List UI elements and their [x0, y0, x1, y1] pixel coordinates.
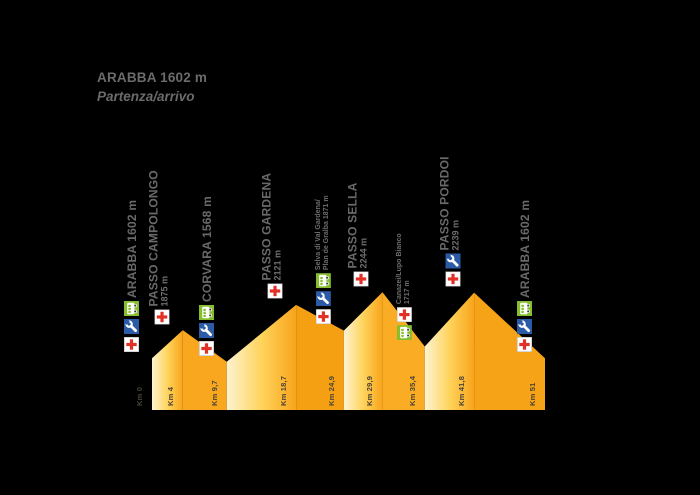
red-cross-icon: [396, 307, 412, 323]
red-cross-icon: [198, 340, 214, 356]
km-marker-label: Km 24,9: [326, 375, 336, 406]
route-point-label-row: PASSO GARDENA 2121 m: [259, 173, 284, 299]
route-point-altitude: 2239 m: [450, 220, 461, 251]
profile-segment: [474, 292, 545, 410]
red-cross-icon: [354, 271, 370, 287]
route-point-text: Canazei/Lupo Bianco 1717 m: [396, 234, 412, 305]
bus-icon: [124, 301, 139, 317]
route-point-name: PASSO PORDOI: [437, 156, 452, 251]
profile-segment: [152, 330, 183, 410]
red-cross-icon: [517, 337, 532, 353]
red-cross-icon: [268, 283, 284, 299]
route-point-name: ARABBA 1602 m: [125, 200, 140, 299]
wrench-icon: [517, 319, 532, 335]
route-point-label-row: Selva di Val Gardena/Plan de Gralba 1871…: [315, 196, 331, 325]
km-marker-label: Km 41,8: [457, 375, 467, 406]
route-point-name: Selva di Val Gardena/: [314, 199, 322, 271]
route-point-label-row: Canazei/Lupo Bianco 1717 m: [396, 234, 412, 341]
route-point-label-row: ARABBA 1602 m: [517, 200, 533, 353]
route-point-name: PASSO CAMPOLONGO: [146, 169, 161, 307]
route-point-label-row: ARABBA 1602 m: [124, 200, 140, 353]
bus-icon: [315, 273, 331, 289]
profile-segment: [382, 292, 425, 410]
route-point-name: PASSO GARDENA: [259, 173, 274, 281]
route-point-text: ARABBA 1602 m: [518, 200, 533, 299]
wrench-icon: [315, 291, 331, 307]
route-subtitle: Partenza/arrivo: [97, 88, 195, 104]
bus-icon: [517, 301, 532, 317]
route-point-label-row: PASSO SELLA 2244 m: [346, 182, 370, 287]
profile-segment: [424, 292, 475, 410]
route-point-altitude: 1717 m: [403, 280, 411, 305]
route-point-altitude: 2244 m: [358, 237, 369, 269]
route-point-text: PASSO CAMPOLONGO 1875 m: [146, 169, 169, 307]
route-point-text: ARABBA 1602 m: [125, 200, 140, 299]
wrench-icon: [124, 319, 139, 335]
km-marker-label: Km 0: [135, 386, 144, 406]
route-point-label-row: PASSO CAMPOLONGO 1875 m: [146, 169, 170, 325]
profile-segment: [182, 330, 227, 410]
km-marker-label: Km 18,7: [279, 375, 289, 406]
route-point-text: PASSO SELLA 2244 m: [346, 182, 369, 269]
profile-segment: [343, 292, 383, 410]
route-point-text: Selva di Val Gardena/Plan de Gralba 1871…: [315, 196, 331, 271]
route-point-altitude: Plan de Gralba 1871 m: [322, 195, 330, 271]
km-marker-label: Km 29,9: [365, 375, 375, 406]
wrench-icon: [446, 253, 462, 269]
red-cross-icon: [124, 337, 139, 353]
route-point-label-row: PASSO PORDOI 2239 m: [437, 156, 462, 287]
km-marker-label: Km 51: [528, 382, 537, 406]
wrench-icon: [198, 322, 214, 338]
red-cross-icon: [446, 271, 462, 287]
bus-icon: [198, 304, 214, 320]
route-point-text: CORVARA 1568 m: [200, 195, 215, 302]
route-point-name: Canazei/Lupo Bianco: [395, 233, 403, 305]
profile-segment: [226, 304, 297, 410]
bus-icon: [396, 325, 412, 341]
km-marker-label: Km 9,7: [209, 380, 219, 406]
route-point-altitude: 2121 m: [272, 250, 283, 281]
route-point-text: PASSO GARDENA 2121 m: [259, 173, 283, 281]
route-point-text: PASSO PORDOI 2239 m: [437, 156, 461, 251]
km-marker-label: Km 35,4: [407, 375, 417, 406]
route-point-name: CORVARA 1568 m: [200, 195, 215, 302]
km-marker-label: Km 4: [165, 386, 175, 406]
route-point-altitude: 1875 m: [158, 275, 169, 307]
route-point-label-row: CORVARA 1568 m: [198, 195, 215, 356]
chart-title-block: ARABBA 1602 m Partenza/arrivo: [97, 70, 207, 104]
red-cross-icon: [154, 309, 170, 325]
route-point-name: ARABBA 1602 m: [518, 200, 533, 299]
route-title: ARABBA 1602 m: [97, 70, 208, 85]
profile-segment: [296, 304, 344, 410]
red-cross-icon: [315, 309, 331, 325]
